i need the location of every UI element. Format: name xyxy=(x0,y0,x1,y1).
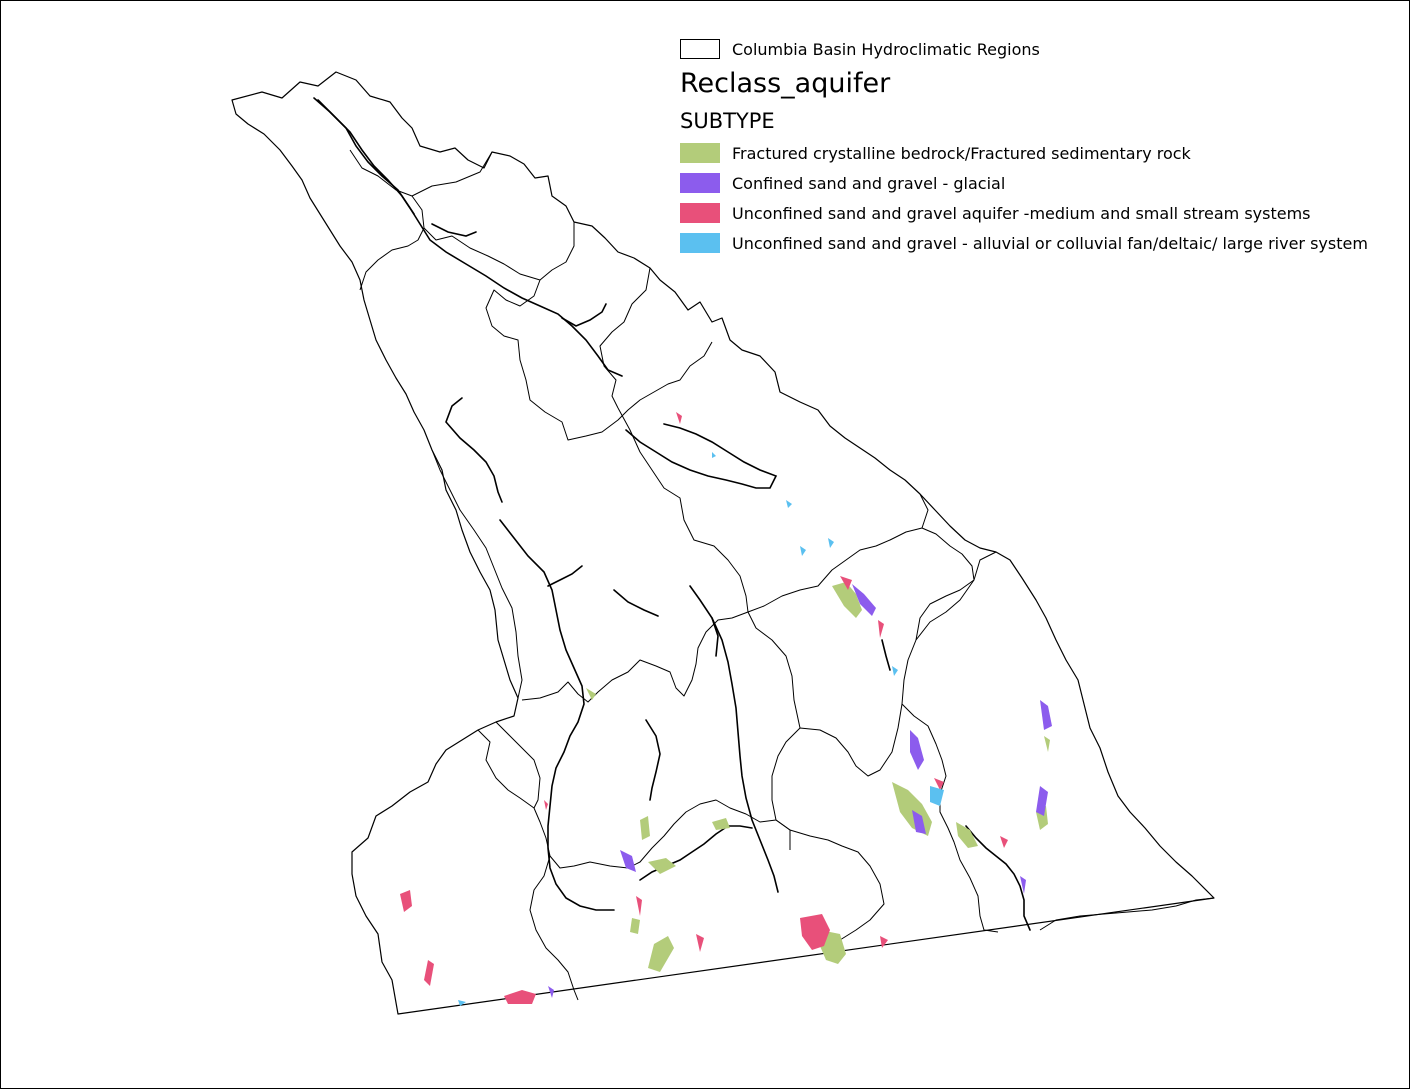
basin-outline xyxy=(231,71,1215,1015)
aquifer-unconfined-small-stream xyxy=(400,412,1008,1004)
rivers xyxy=(313,97,1031,931)
aquifer-confined-glacial xyxy=(548,584,1052,998)
legend-class-entry: Unconfined sand and gravel - alluvial or… xyxy=(680,228,1368,258)
class-swatch-unconfined-large-river xyxy=(680,233,720,253)
layer-title: Reclass_aquifer xyxy=(680,68,891,99)
class-swatch-confined-glacial xyxy=(680,173,720,193)
class-swatch-fractured-bedrock xyxy=(680,143,720,163)
boundary-swatch xyxy=(680,39,720,59)
legend-class-entry: Fractured crystalline bedrock/Fractured … xyxy=(680,138,1368,168)
legend-class-entry: Unconfined sand and gravel aquifer -medi… xyxy=(680,198,1368,228)
class-label: Fractured crystalline bedrock/Fractured … xyxy=(732,143,1191,163)
map-legend: Columbia Basin Hydroclimatic Regions Rec… xyxy=(680,36,1368,258)
class-label: Confined sand and gravel - glacial xyxy=(732,173,1006,193)
boundary-label: Columbia Basin Hydroclimatic Regions xyxy=(732,39,1040,59)
aquifer-unconfined-large-river xyxy=(458,452,944,1006)
class-label: Unconfined sand and gravel - alluvial or… xyxy=(732,233,1368,253)
field-name: SUBTYPE xyxy=(680,109,775,133)
legend-boundary-entry: Columbia Basin Hydroclimatic Regions xyxy=(680,36,1368,62)
legend-class-entry: Confined sand and gravel - glacial xyxy=(680,168,1368,198)
class-swatch-unconfined-small-stream xyxy=(680,203,720,223)
aquifer-fractured-bedrock xyxy=(586,582,1050,972)
region-boundaries xyxy=(349,149,1215,1001)
class-label: Unconfined sand and gravel aquifer -medi… xyxy=(732,203,1311,223)
